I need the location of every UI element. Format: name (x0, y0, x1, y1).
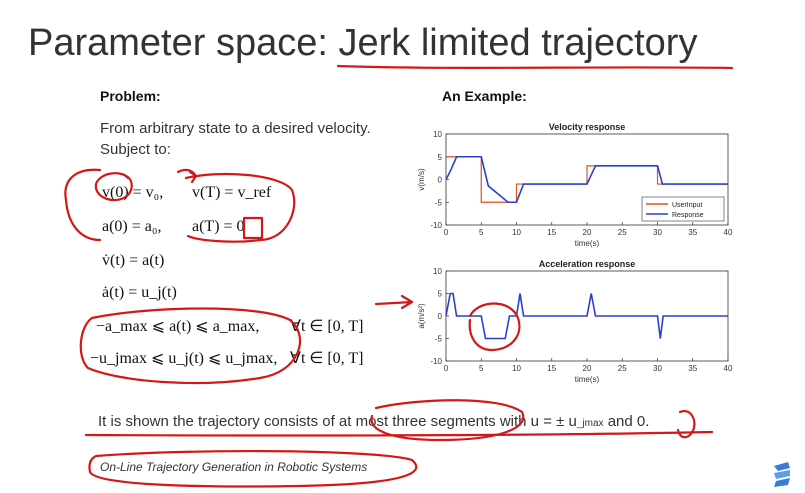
eq-vdot: v̇(t) = a(t) (102, 252, 165, 269)
x-tick-label: 0 (444, 228, 449, 237)
chart-title: Velocity response (549, 122, 626, 132)
y-tick-label: -10 (430, 221, 442, 230)
conclusion-part-b: and 0. (603, 413, 650, 430)
x-tick-label: 10 (512, 228, 521, 237)
y-tick-label: -5 (435, 198, 443, 207)
title-emphasis: Jerk limited trajectory (338, 22, 698, 64)
y-axis-label: v(m/s) (417, 168, 426, 191)
y-tick-label: 0 (438, 176, 443, 185)
x-tick-label: 30 (653, 364, 662, 373)
acceleration-chart: Acceleration response 0 5 10 15 20 25 30 35 40 -10… (417, 259, 733, 384)
x-tick-label: 5 (479, 364, 484, 373)
x-tick-label: 30 (653, 228, 662, 237)
velocity-chart: Velocity response 0 5 10 15 20 25 30 35 40 -10 -5 0 5… (417, 122, 733, 248)
ink-left-bracket (64, 168, 102, 242)
conclusion-part-a: It is shown the trajectory consists of a… (98, 413, 577, 430)
legend-box (641, 196, 725, 222)
y-tick-label: -10 (430, 357, 442, 366)
ink-title-underline (336, 64, 734, 70)
x-tick-label: 5 (479, 228, 484, 237)
eq-a0: a(0) = a₀, (102, 218, 162, 235)
x-tick-label: 20 (583, 364, 592, 373)
eq-adot: ȧ(t) = u_j(t) (102, 284, 177, 301)
legend-label: Response (672, 212, 704, 219)
x-tick-label: 40 (724, 364, 733, 373)
problem-text: From arbitrary state to a desired veloci… (100, 118, 371, 160)
y-tick-label: 5 (438, 153, 443, 162)
problem-line-2: Subject to: (100, 141, 171, 158)
ink-arrow-top (176, 168, 198, 184)
eq-a-limit-forall: ∀t ∈ [0, T] (290, 318, 364, 335)
conclusion-text: It is shown the trajectory consists of a… (98, 413, 649, 430)
x-tick-label: 15 (547, 228, 556, 237)
x-tick-label: 25 (618, 364, 627, 373)
y-tick-label: -5 (435, 335, 443, 344)
eq-v0: v(0) = v₀, (102, 184, 164, 201)
x-tick-label: 10 (512, 364, 521, 373)
y-axis-label: a(m/s²) (417, 303, 426, 329)
ink-zero-circle (676, 410, 696, 439)
eq-a-limit: −a_max ⩽ a(t) ⩽ a_max, (96, 318, 260, 335)
example-heading: An Example: (442, 88, 527, 104)
y-tick-label: 10 (433, 130, 442, 139)
ink-arrow-to-chart (374, 294, 414, 310)
conclusion-subscript: _jmax (576, 418, 604, 429)
x-tick-label: 20 (583, 228, 592, 237)
legend-label: UserInput (672, 202, 702, 209)
x-tick-label: 25 (618, 228, 627, 237)
eq-u-limit: −u_jmax ⩽ u_j(t) ⩽ u_jmax, (90, 350, 278, 367)
reference-citation: On-Line Trajectory Generation in Robotic… (100, 460, 368, 474)
y-tick-label: 5 (438, 290, 443, 299)
problem-heading: Problem: (100, 88, 161, 104)
y-tick-label: 0 (438, 312, 443, 321)
series-line-response (445, 155, 728, 204)
x-tick-label: 0 (444, 364, 449, 373)
x-axis-label: time(s) (575, 239, 600, 248)
x-tick-label: 35 (688, 364, 697, 373)
x-tick-label: 40 (724, 228, 733, 237)
eq-aT: a(T) = 0 (192, 218, 245, 235)
x-tick-label: 35 (688, 228, 697, 237)
x-axis-label: time(s) (575, 375, 600, 384)
chart-title: Acceleration response (539, 259, 636, 269)
slide-title: Parameter space: Jerk limited trajectory (28, 22, 697, 65)
title-prefix: Parameter space: (28, 22, 339, 64)
ink-bottom-underline (84, 430, 714, 437)
x-tick-label: 15 (547, 364, 556, 373)
ink-zero-box (242, 216, 264, 240)
problem-line-1: From arbitrary state to a desired veloci… (100, 120, 371, 137)
logo-icon (774, 462, 790, 487)
eq-u-limit-forall: ∀t ∈ [0, T] (290, 350, 364, 367)
y-tick-label: 10 (433, 267, 442, 276)
eq-vT: v(T) = v_ref (192, 184, 272, 201)
